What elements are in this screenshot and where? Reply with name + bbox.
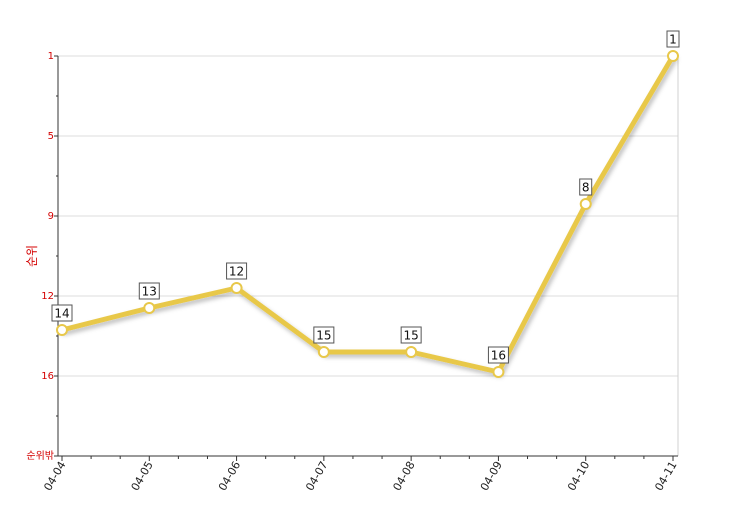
gridlines [58, 55, 679, 456]
x-tick-label: 04-04 [41, 459, 68, 493]
x-tick-label: 04-11 [652, 459, 679, 493]
data-label-box [226, 262, 248, 280]
x-tick-label: 04-07 [303, 459, 330, 493]
data-label-box [487, 346, 509, 364]
x-tick-label: 04-09 [478, 459, 505, 493]
x-tick-label: 04-06 [216, 459, 243, 493]
series-rank [56, 50, 679, 378]
data-point [667, 50, 679, 62]
series-line [59, 53, 676, 375]
y-tick-label: 9 [48, 211, 54, 222]
y-tick-label: 순위밖 [26, 449, 54, 462]
data-label: 15 [404, 329, 419, 343]
y-axis-title: 순위 [25, 245, 39, 267]
data-label: 16 [491, 349, 506, 363]
y-tick-label: 16 [41, 371, 54, 382]
data-label-box [579, 178, 593, 196]
data-point [143, 302, 156, 314]
data-point [230, 282, 243, 294]
data-label: 1 [669, 33, 677, 47]
x-tick-label: 04-05 [129, 459, 156, 493]
data-label-box [313, 326, 335, 344]
data-label: 8 [582, 181, 590, 195]
data-point [317, 346, 330, 358]
data-label-box [400, 326, 422, 344]
data-point [405, 346, 418, 358]
x-tick-label: 04-10 [565, 459, 592, 493]
data-label-box [51, 304, 73, 322]
data-label: 12 [229, 265, 244, 279]
data-label-box [138, 282, 160, 300]
data-point [492, 366, 505, 378]
y-tick-label: 1 [48, 51, 54, 62]
y-tick-label: 5 [48, 131, 54, 142]
data-label: 13 [142, 285, 157, 299]
data-label-box [666, 30, 680, 48]
data-label: 15 [316, 329, 331, 343]
data-point [579, 198, 592, 210]
y-tick-label: 12 [41, 291, 54, 302]
data-point [56, 324, 68, 336]
data-label: 14 [54, 307, 69, 321]
x-tick-label: 04-08 [390, 459, 417, 493]
